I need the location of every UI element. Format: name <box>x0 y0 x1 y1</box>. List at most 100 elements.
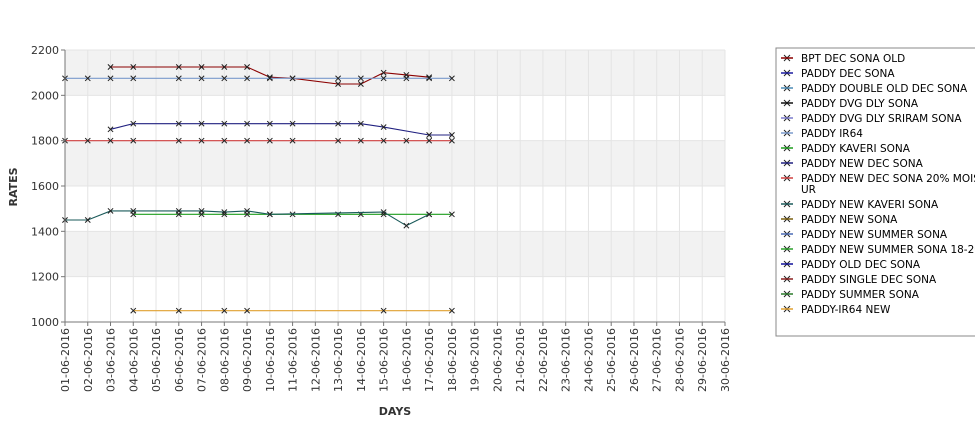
x-tick-label: 19-06-2016 <box>469 328 482 392</box>
data-point-marker <box>266 120 273 127</box>
data-point-marker <box>175 207 182 214</box>
data-point-marker <box>357 120 364 127</box>
x-tick-label: 13-06-2016 <box>332 328 345 392</box>
x-tick-label: 11-06-2016 <box>287 328 300 392</box>
data-point-marker <box>130 307 137 314</box>
x-tick-label: 27-06-2016 <box>651 328 664 392</box>
data-point-marker <box>403 75 410 82</box>
data-point-marker <box>403 137 410 144</box>
legend-item: PADDY NEW DEC SONA <box>781 158 924 170</box>
y-axis-title: RATES <box>7 167 20 206</box>
legend-label: PADDY SUMMER SONA <box>801 289 920 301</box>
x-tick-label: 17-06-2016 <box>423 328 436 392</box>
data-point-marker <box>289 137 296 144</box>
x-tick-label: 03-06-2016 <box>105 328 118 392</box>
legend-item: PADDY NEW SUMMER SONA 18-20% <box>781 244 975 256</box>
x-tick-label: 22-06-2016 <box>537 328 550 392</box>
data-point-marker <box>107 207 114 214</box>
data-point-marker <box>198 75 205 82</box>
data-point-marker <box>130 64 137 70</box>
data-point-marker <box>198 207 205 214</box>
data-point-marker <box>335 81 342 87</box>
data-point-marker <box>130 137 137 144</box>
legend-item: PADDY DOUBLE OLD DEC SONA <box>781 83 968 95</box>
legend-item: PADDY-IR64 NEW <box>781 304 891 316</box>
legend-label: PADDY NEW DEC SONA <box>801 158 924 170</box>
data-point-marker <box>357 137 364 144</box>
x-tick-label: 14-06-2016 <box>355 328 368 392</box>
data-point-marker <box>335 137 342 144</box>
legend-item: PADDY NEW DEC SONA 20% MOIST UR <box>781 173 975 196</box>
data-point-marker <box>426 137 433 144</box>
legend-label: PADDY NEW DEC SONA 20% MOIST UR <box>801 173 975 196</box>
x-tick-label: 06-06-2016 <box>173 328 186 392</box>
x-tick-label: 21-06-2016 <box>514 328 527 392</box>
x-tick-label: 28-06-2016 <box>673 328 686 392</box>
data-point-marker <box>403 222 410 229</box>
legend-item: BPT DEC SONA OLD <box>781 53 905 65</box>
y-tick-label: 1200 <box>31 271 59 284</box>
y-tick-label: 1000 <box>31 316 59 329</box>
plot-band <box>65 140 725 186</box>
data-point-marker <box>244 64 251 70</box>
series-line <box>65 210 430 227</box>
data-point-marker <box>448 137 455 144</box>
legend-label: PADDY DOUBLE OLD DEC SONA <box>801 83 968 95</box>
x-tick-label: 20-06-2016 <box>491 328 504 392</box>
x-axis-title: DAYS <box>379 405 412 418</box>
plot-band <box>65 231 725 277</box>
x-tick-label: 15-06-2016 <box>378 328 391 392</box>
y-tick-label: 2000 <box>31 89 59 102</box>
x-tick-label: 02-06-2016 <box>82 328 95 392</box>
x-tick-label: 01-06-2016 <box>59 328 72 392</box>
y-tick-label: 1800 <box>31 135 59 148</box>
x-tick-label: 09-06-2016 <box>241 328 254 392</box>
legend-item: PADDY SINGLE DEC SONA <box>781 274 937 286</box>
data-point-marker <box>244 207 251 214</box>
legend-item: PADDY DEC SONA <box>781 68 895 80</box>
plot-band <box>65 95 725 141</box>
data-point-marker <box>84 75 91 82</box>
data-point-marker <box>244 120 251 127</box>
data-point-marker <box>448 75 455 82</box>
x-tick-label: 07-06-2016 <box>196 328 209 392</box>
data-point-marker <box>175 64 182 70</box>
data-point-marker <box>130 207 137 214</box>
data-point-marker <box>175 307 182 314</box>
legend-label: PADDY IR64 <box>801 128 863 140</box>
data-point-marker <box>266 137 273 144</box>
axes: 1000 1200 1400 1600 1800 2000 2200 01-06-2016 02… <box>31 44 732 392</box>
legend-label: PADDY NEW SUMMER SONA <box>801 229 948 241</box>
legend-item: PADDY DVG DLY SRIRAM SONA <box>781 113 962 125</box>
legend-item: PADDY NEW SONA <box>781 214 898 226</box>
x-tick-label: 24-06-2016 <box>582 328 595 392</box>
data-point-marker <box>448 307 455 314</box>
legend-item: PADDY SUMMER SONA <box>781 289 920 301</box>
legend-frame <box>775 47 975 337</box>
data-point-marker <box>198 64 205 70</box>
legend-label: PADDY NEW SONA <box>801 214 898 226</box>
data-point-marker <box>107 64 114 70</box>
y-tick-label: 1400 <box>31 225 59 238</box>
legend-item: PADDY KAVERI SONA <box>781 143 911 155</box>
legend-item: PADDY DVG DLY SONA <box>781 98 919 110</box>
data-point-marker <box>335 75 342 82</box>
data-point-marker <box>380 307 387 314</box>
legend-label: PADDY DVG DLY SONA <box>801 98 919 110</box>
x-tick-label: 04-06-2016 <box>127 328 140 392</box>
legend-label: PADDY DEC SONA <box>801 68 895 80</box>
data-point-marker <box>175 75 182 82</box>
plot-band <box>65 276 725 322</box>
data-point-marker <box>221 75 228 82</box>
data-point-marker <box>380 209 387 216</box>
data-point-marker <box>84 217 91 223</box>
data-point-marker <box>335 120 342 127</box>
legend-item: PADDY NEW KAVERI SONA <box>781 199 939 211</box>
x-tick-label: 25-06-2016 <box>605 328 618 392</box>
data-point-marker <box>198 120 205 127</box>
data-point-marker <box>198 137 205 144</box>
data-point-marker <box>380 137 387 144</box>
data-point-marker <box>289 75 296 82</box>
data-point-marker <box>426 211 433 218</box>
